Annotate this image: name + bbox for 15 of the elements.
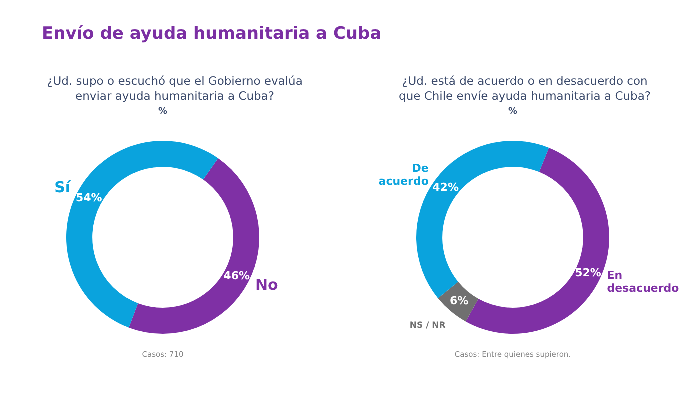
slice-label: NS / NR <box>410 320 446 331</box>
text: % <box>507 107 519 117</box>
slice-label: De acuerdo <box>378 162 430 188</box>
chart-subtitle: ¿Ud. supo o escuchó que el Gobierno evalúa enviar ayuda humanitaria a Cuba? <box>46 74 304 104</box>
data-label: 52% <box>575 266 602 280</box>
text: % <box>157 107 169 117</box>
data-label: 46% <box>224 269 250 282</box>
slice-label: En desacuerdo <box>607 269 680 296</box>
chart-title: Envío de ayuda humanitaria a Cuba <box>42 24 382 44</box>
slice-label: Sí <box>54 178 72 197</box>
data-label: 6% <box>450 294 469 308</box>
data-label: 54% <box>76 191 102 204</box>
chart-subtitle: ¿Ud. está de acuerdo o en desacuerdo con que Chile envíe ayuda humanitaria a Cuba? <box>398 74 652 104</box>
slice-label: No <box>255 276 278 294</box>
data-label: 42% <box>432 180 459 194</box>
